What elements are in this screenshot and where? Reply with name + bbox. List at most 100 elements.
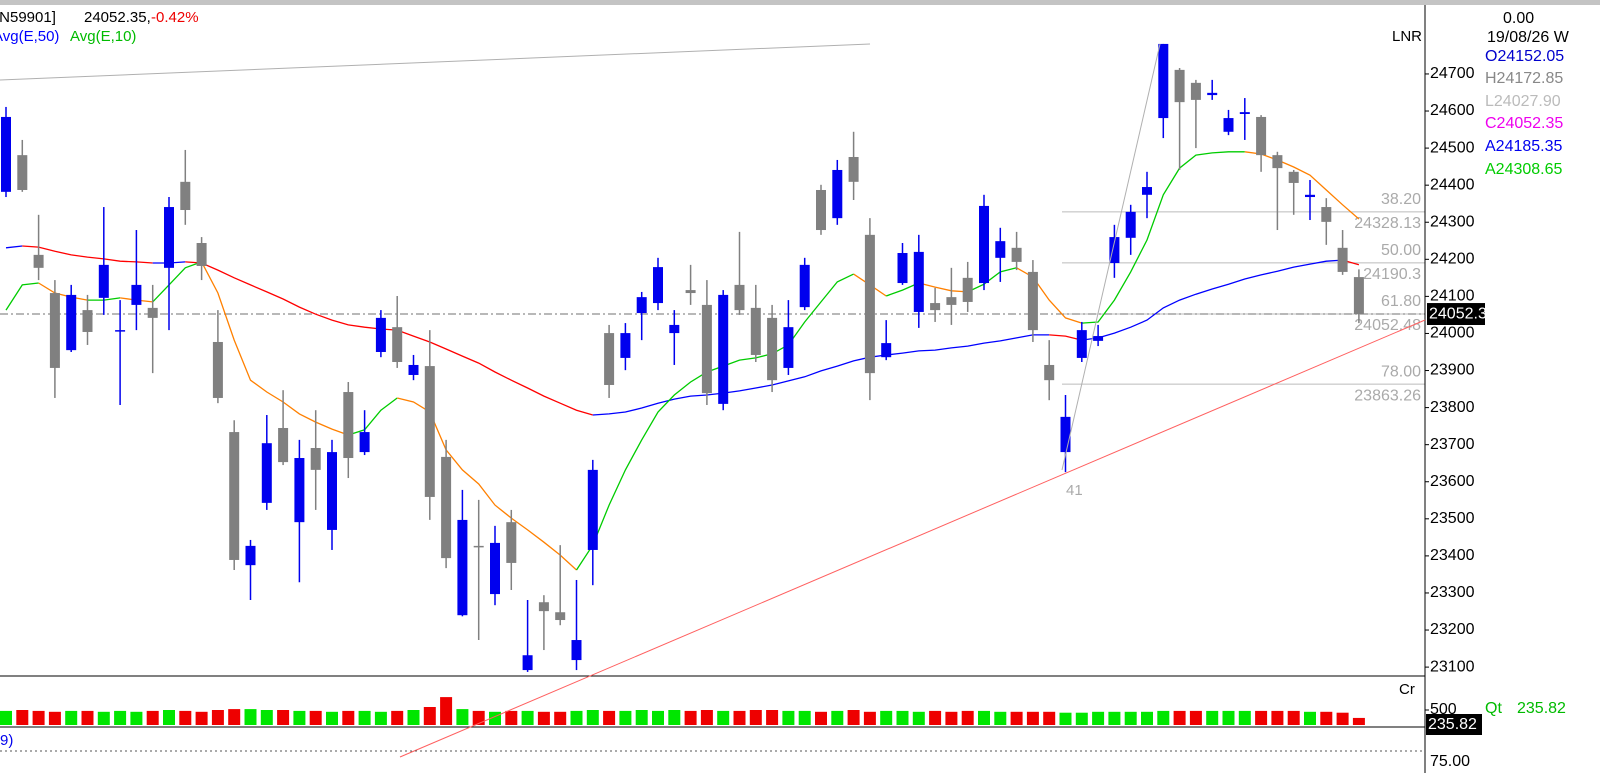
candle-body — [229, 432, 240, 560]
candle-body — [1272, 155, 1283, 169]
volume-bar — [586, 710, 599, 725]
volume-bar — [407, 710, 420, 725]
volume-bar — [652, 710, 664, 725]
header-price: 24052.35, — [84, 9, 151, 26]
candle-body — [441, 456, 452, 559]
fib-level-label: 61.80 — [1381, 293, 1421, 310]
volume-bar — [423, 707, 436, 725]
volume-bar — [505, 710, 518, 725]
volume-bar — [1352, 717, 1365, 725]
candle-body — [1109, 237, 1120, 264]
volume-bar — [521, 710, 534, 725]
moving-average — [1244, 151, 1360, 220]
volume-tick-label: 500 — [1430, 701, 1457, 718]
y-tick-label: 24100 — [1430, 288, 1475, 305]
fib-price-label: 24052.48 — [1354, 317, 1421, 334]
volume-bar — [880, 710, 893, 725]
candle-body — [147, 307, 158, 318]
y-tick-label: 23400 — [1430, 547, 1475, 564]
y-tick-label: 23900 — [1430, 362, 1475, 379]
candle-body — [930, 303, 941, 311]
fib-level-label: 38.20 — [1381, 191, 1421, 208]
candle-body — [17, 155, 28, 190]
volume-bar — [326, 711, 338, 725]
candle-body — [946, 297, 957, 305]
y-tick-label: 24700 — [1430, 65, 1475, 82]
candle-body — [196, 243, 207, 266]
moving-average — [967, 267, 1017, 293]
volume-bar — [1157, 710, 1170, 725]
candle-body — [685, 290, 696, 294]
candle-body — [1305, 194, 1315, 198]
volume-bar — [1222, 710, 1235, 725]
volume-bar — [32, 710, 45, 725]
candle-body — [261, 443, 272, 503]
volume-bar — [1092, 711, 1105, 725]
candle-body — [1174, 69, 1185, 103]
volume-bar — [440, 697, 453, 725]
info-date: 19/08/26 W — [1487, 29, 1570, 46]
oscillator-label: 9) — [0, 732, 13, 749]
candle-body — [310, 448, 321, 470]
volume-bar — [603, 710, 616, 725]
y-tick-label: 24600 — [1430, 102, 1475, 119]
volume-bar — [277, 710, 290, 725]
moving-average — [592, 334, 1050, 416]
volume-bar — [456, 709, 469, 725]
volume-bar — [1287, 710, 1300, 725]
candle-body — [375, 317, 386, 352]
y-tick-label: 23500 — [1430, 510, 1475, 527]
volume-bar — [293, 710, 306, 725]
candle-body — [913, 251, 924, 312]
candle-body — [506, 522, 517, 563]
candle-body — [180, 181, 191, 211]
candle-body — [66, 294, 77, 351]
y-tick-label: 23200 — [1430, 621, 1475, 638]
candle-body — [1288, 171, 1299, 183]
candle-body — [1158, 43, 1169, 119]
volume-bar — [1173, 710, 1186, 725]
moving-average — [397, 397, 577, 571]
candle-body — [49, 293, 60, 368]
moving-average — [5, 282, 39, 311]
volume-bar — [65, 710, 78, 725]
volume-bar — [815, 711, 827, 725]
plot-area: 38.20 24328.13 50.00 24190.3 61.80 24052.48 78… — [0, 43, 1425, 725]
volume-bar — [766, 710, 779, 725]
volume-box-bg — [1426, 714, 1482, 735]
candle-body — [636, 297, 647, 314]
volume-bar — [1255, 710, 1268, 725]
candle-body — [1060, 416, 1071, 453]
candle-body — [881, 343, 892, 358]
volume-bar — [945, 711, 958, 725]
candle-body — [995, 241, 1006, 258]
volume-bar — [782, 710, 795, 725]
candle-body — [816, 189, 826, 231]
candle-body — [33, 254, 44, 268]
moving-average — [201, 261, 349, 436]
candle-body — [750, 307, 761, 355]
candle-body — [1239, 112, 1250, 114]
candle-body — [832, 169, 843, 219]
candle-body — [1076, 330, 1087, 358]
volume-bar — [1336, 712, 1349, 725]
moving-average — [152, 261, 202, 303]
support-line — [399, 319, 1426, 758]
volume-bar — [97, 711, 110, 725]
moving-average — [5, 245, 23, 249]
moving-average — [1049, 334, 1082, 341]
candle-body — [392, 327, 403, 363]
volume-bar — [472, 710, 485, 725]
volume-bar — [912, 711, 925, 725]
y-tick-label: 23800 — [1430, 399, 1475, 416]
candle-body — [701, 304, 712, 394]
info-close: C24052.35 — [1485, 115, 1563, 132]
volume-bar — [1124, 711, 1137, 725]
candle-body — [1337, 247, 1348, 272]
candle-body — [82, 310, 93, 332]
info-avg10: A24308.65 — [1485, 161, 1563, 178]
candle-body — [1353, 277, 1364, 315]
volume-bar — [798, 710, 811, 725]
volume-bar — [1206, 710, 1219, 725]
volume-bar — [179, 710, 192, 725]
